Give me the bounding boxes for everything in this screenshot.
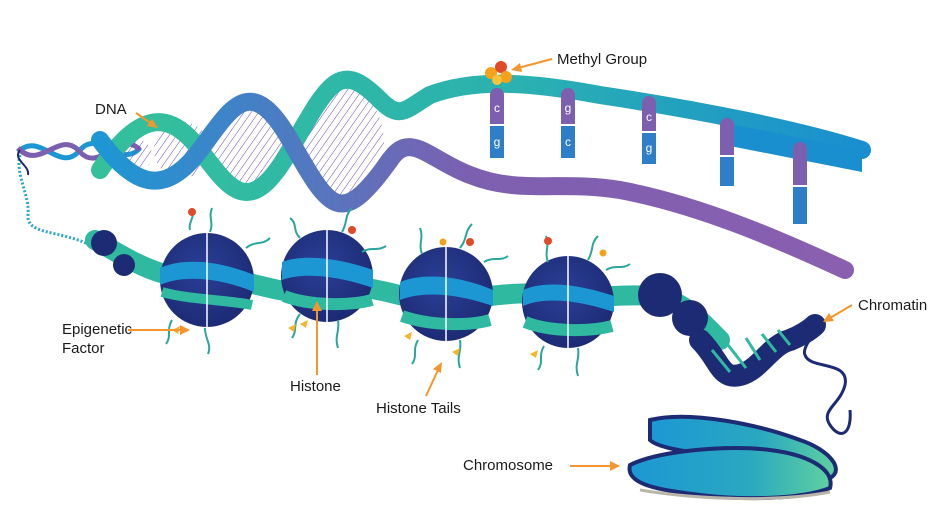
condensed-chromatin — [689, 314, 852, 435]
label-chromosome: Chromosome — [463, 457, 554, 474]
label-chromatin: Chromatin — [858, 297, 928, 314]
chromosome-shape — [627, 414, 838, 501]
base-pair-3: c g — [642, 96, 656, 164]
nucleosome-4 — [522, 256, 614, 348]
arrow-chromatin — [823, 304, 853, 322]
pointer-arrows — [128, 58, 853, 471]
arrow-epigenetic-factor — [128, 325, 190, 335]
base-pair-1: c g — [490, 88, 504, 158]
arrow-methyl-group — [511, 58, 553, 72]
nucleosome-2 — [281, 230, 374, 322]
label-histone: Histone — [290, 378, 341, 395]
base-pair-1-bottom: g — [494, 135, 501, 149]
arrow-histone — [312, 301, 322, 375]
arrow-chromosome — [570, 461, 620, 471]
base-pair-2-bottom: c — [565, 135, 571, 149]
base-pair-1-top: c — [494, 101, 500, 115]
label-epigenetic-factor-line1: Epigenetic — [62, 321, 133, 338]
base-pair-2: g c — [561, 88, 575, 158]
base-pair-5 — [793, 142, 807, 224]
label-epigenetic-factor-line2: Factor — [62, 340, 105, 357]
label-methyl-group: Methyl Group — [557, 51, 648, 68]
label-histone-tails: Histone Tails — [376, 400, 461, 417]
base-pair-4 — [720, 118, 734, 186]
base-pair-rungs: c g g c c g — [490, 88, 807, 224]
base-pair-2-top: g — [565, 101, 572, 115]
nucleosome-1 — [160, 233, 254, 327]
base-pair-3-bottom: g — [646, 141, 653, 155]
nucleosome-3 — [399, 247, 493, 341]
tail-methyl-dots — [188, 208, 607, 257]
histone-tails — [165, 207, 631, 377]
methyl-group-icon — [485, 61, 512, 85]
arrow-dna — [135, 112, 158, 128]
arrow-histone-tails — [425, 362, 442, 397]
dna-beads — [91, 230, 708, 336]
label-dna: DNA — [95, 101, 127, 118]
base-pair-3-top: c — [646, 110, 652, 124]
